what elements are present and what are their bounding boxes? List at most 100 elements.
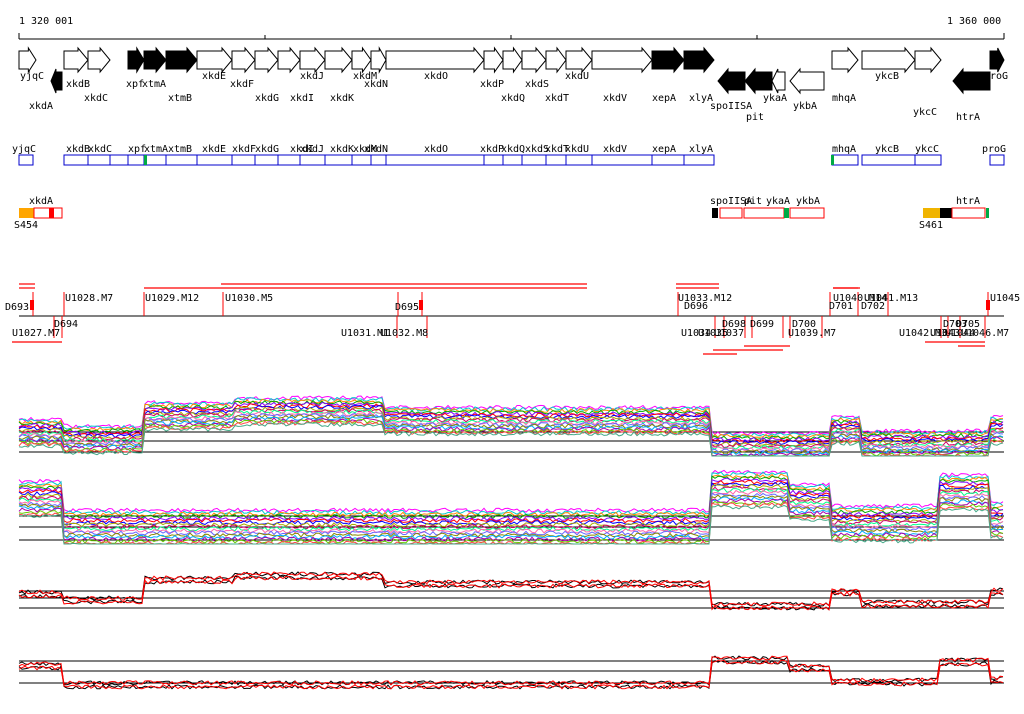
promoter-box-htrA[interactable]	[951, 207, 986, 219]
tu-label-U1042.M3: U1042.M3	[899, 328, 947, 339]
gene-arrow-xepA[interactable]	[651, 46, 685, 74]
operon-label-xkdO: xkdO	[424, 144, 448, 155]
gene-arrow-xkdG[interactable]	[254, 46, 279, 74]
gene-arrow-xkdN[interactable]	[370, 46, 387, 74]
tu-label-U1046.M7: U1046.M7	[961, 328, 1009, 339]
gene-arrow-xtmB[interactable]	[165, 46, 198, 74]
gene-arrow-xkdV[interactable]	[591, 46, 653, 74]
operon-label-xlyA: xlyA	[689, 144, 713, 155]
gene-arrow-ykcC[interactable]	[914, 46, 942, 74]
tu-marker	[419, 300, 423, 310]
terminator-marker	[940, 208, 952, 218]
profile-line	[18, 399, 1004, 441]
tu-marker	[30, 300, 34, 310]
gene-arrow-xkdQ[interactable]	[502, 46, 523, 74]
tu-label-U1039.M7: U1039.M7	[788, 328, 836, 339]
operon-box[interactable]	[861, 154, 916, 166]
profile-line	[18, 473, 1004, 518]
operon-label-xkdK: xkdK	[330, 144, 354, 155]
gene-arrow-xpf[interactable]	[127, 46, 145, 74]
operon-label-xkdE: xkdE	[202, 144, 226, 155]
gene-arrow-ykbA[interactable]	[789, 67, 825, 95]
sigma-site-marker[interactable]	[19, 208, 34, 218]
operon-label-yjqC: yjqC	[12, 144, 36, 155]
gene-arrow-xkdS[interactable]	[521, 46, 547, 74]
gene-arrow-spoIISA[interactable]	[717, 67, 746, 95]
gene-label-htrA: htrA	[956, 112, 980, 123]
profile-line	[18, 659, 1004, 690]
promoter-box-spoIISA[interactable]	[719, 207, 743, 219]
promoter-label-pit: pit	[744, 196, 762, 207]
operon-box[interactable]	[63, 154, 715, 166]
gene-label-xkdO: xkdO	[424, 71, 448, 82]
profile-line	[18, 415, 1004, 456]
operon-label-xkdM: xkdM	[353, 144, 377, 155]
gene-arrow-xkdC[interactable]	[87, 46, 111, 74]
operon-label-xkdS: xkdS	[525, 144, 549, 155]
operon-box[interactable]	[914, 154, 942, 166]
profile-line	[18, 575, 1004, 611]
gene-arrow-xkdO[interactable]	[385, 46, 485, 74]
ruler-start-label: 1 320 001	[19, 16, 73, 27]
gene-label-pit: pit	[746, 112, 764, 123]
profile-line	[18, 502, 1004, 545]
promoter-marker	[49, 208, 54, 218]
gene-label-proG: proG	[984, 71, 1008, 82]
site-label-S461: S461	[919, 220, 943, 231]
sigma-site-marker[interactable]	[923, 208, 940, 218]
profile-line	[18, 398, 1003, 440]
gene-arrow-xkdF[interactable]	[231, 46, 256, 74]
gene-label-xkdT: xkdT	[545, 93, 569, 104]
tu-label-U1035: U1035	[698, 328, 728, 339]
gene-arrow-xkdP[interactable]	[483, 46, 504, 74]
gene-label-xkdJ: xkdJ	[300, 71, 324, 82]
promoter-box-ykbA[interactable]	[789, 207, 825, 219]
gene-arrow-xkdE[interactable]	[196, 46, 233, 74]
tu-label-D698: D698	[722, 319, 746, 330]
tu-label-D699: D699	[750, 319, 774, 330]
promoter-box-xkdA[interactable]	[33, 207, 63, 219]
operon-box[interactable]	[831, 154, 859, 166]
gene-arrow-ykcB[interactable]	[861, 46, 916, 74]
gene-arrow-xkdK[interactable]	[324, 46, 353, 74]
gene-arrow-xkdB[interactable]	[63, 46, 89, 74]
gene-arrow-yjqC[interactable]	[18, 46, 37, 74]
tu-label-U1044: U1044	[945, 328, 975, 339]
gene-arrow-xkdJ[interactable]	[299, 46, 326, 74]
operon-marker	[831, 155, 834, 165]
promoter-label-htrA: htrA	[956, 196, 980, 207]
gene-arrow-xkdU[interactable]	[565, 46, 593, 74]
profile-line	[18, 489, 1004, 534]
profile-line	[18, 575, 1004, 611]
promoter-label-ykaA: ykaA	[766, 196, 790, 207]
gene-arrow-xlyA[interactable]	[683, 46, 715, 74]
promoter-box-pit[interactable]	[743, 207, 785, 219]
operon-box[interactable]	[18, 154, 34, 166]
profile-line	[18, 422, 1004, 457]
gene-arrow-xkdM[interactable]	[351, 46, 372, 74]
profile-line	[18, 655, 1004, 686]
tu-label-U1040.M14: U1040.M14	[833, 293, 887, 304]
gene-arrow-xkdA[interactable]	[50, 68, 63, 94]
gene-arrow-mhqA[interactable]	[831, 46, 859, 74]
operon-label-ykcC: ykcC	[915, 144, 939, 155]
operon-label-xkdP: xkdP	[480, 144, 504, 155]
gene-label-yjqC: yjqC	[20, 71, 44, 82]
tu-label-D702: D702	[861, 301, 885, 312]
gene-arrow-xkdI[interactable]	[277, 46, 301, 74]
gene-arrow-proG[interactable]	[989, 47, 1005, 73]
tu-label-U1030.M5: U1030.M5	[225, 293, 273, 304]
profile-panel-2	[18, 469, 1004, 545]
gene-label-xkdU: xkdU	[565, 71, 589, 82]
operon-box[interactable]	[989, 154, 1005, 166]
profile-line	[18, 504, 1004, 545]
gene-arrow-htrA[interactable]	[952, 67, 991, 95]
gene-arrow-pit[interactable]	[744, 67, 773, 95]
gene-arrow-xkdT[interactable]	[545, 46, 567, 74]
profile-line	[18, 571, 1004, 607]
promoter-label-spoIISA: spoIISA	[710, 196, 752, 207]
gene-arrow-xtmA[interactable]	[143, 46, 167, 74]
gene-arrow-ykaA[interactable]	[771, 68, 786, 94]
gene-label-xkdQ: xkdQ	[501, 93, 525, 104]
